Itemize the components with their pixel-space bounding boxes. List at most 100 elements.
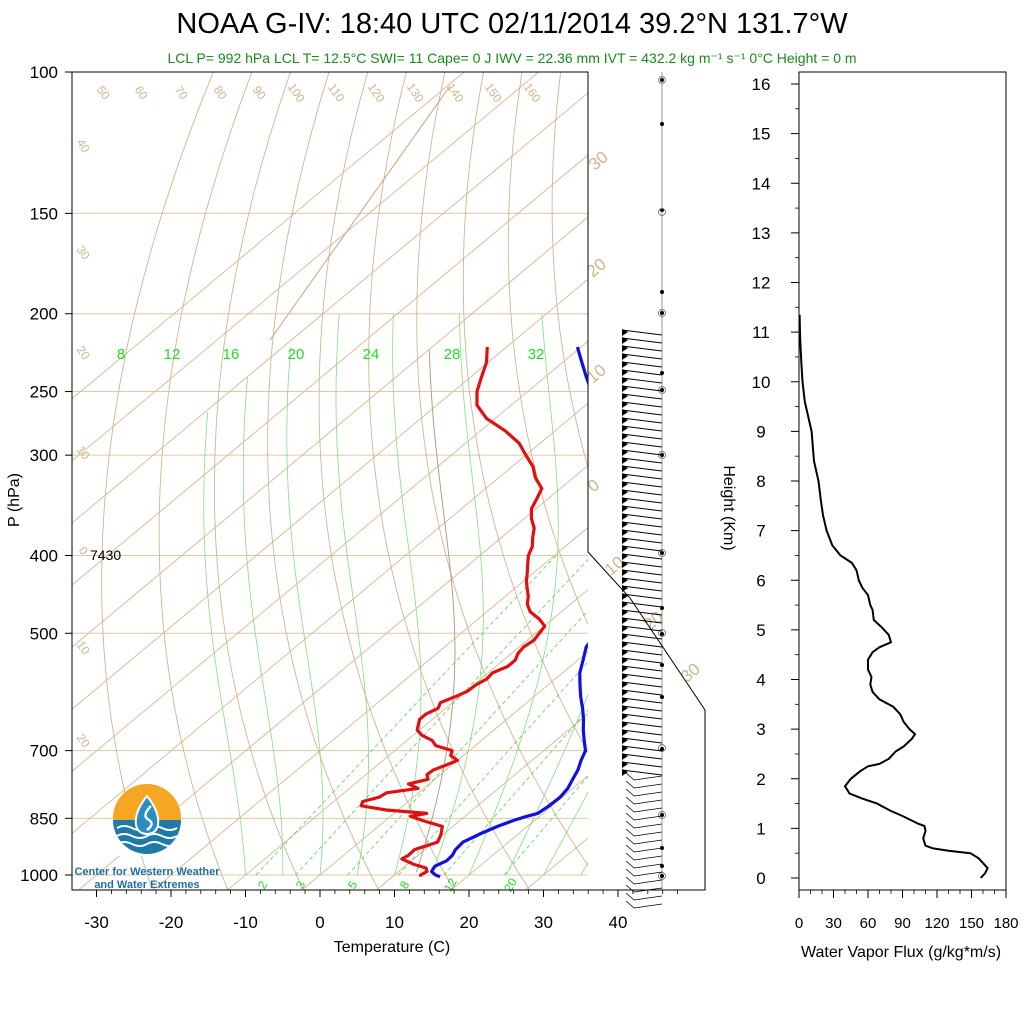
- wind-level-circle: [658, 549, 666, 557]
- mixing-ratio-line: [347, 610, 588, 876]
- wind-barb-shaft: [621, 633, 663, 640]
- wind-barb-pennant: [622, 393, 628, 400]
- logo-wave: [116, 833, 178, 839]
- wvf-y-tick-label: 12: [752, 274, 771, 293]
- isotherm-line: [301, 651, 588, 890]
- y-tick-label: 850: [30, 809, 58, 828]
- wind-barb-shaft: [621, 729, 663, 736]
- dry-adiabat-label: 150: [482, 80, 505, 105]
- dry-adiabat-label: 120: [365, 80, 388, 105]
- wind-barb-shaft: [621, 417, 663, 424]
- wind-barb-shaft: [621, 377, 663, 384]
- moist-adiabat-line: [392, 313, 422, 876]
- mixing-ratio-label: 3: [293, 878, 309, 891]
- wind-barb-shaft: [621, 337, 663, 344]
- dry-adiabat-label: 30: [74, 243, 93, 262]
- wind-barb-shaft: [621, 617, 663, 624]
- y-tick-label: 150: [30, 204, 58, 223]
- x-tick-label: -20: [159, 913, 184, 932]
- moist-adiabat-line: [335, 313, 369, 876]
- wind-barb-feather: [625, 892, 635, 901]
- wind-barb-shaft: [621, 713, 663, 720]
- lapse-reference-line: [269, 85, 451, 341]
- y-tick-label: 300: [30, 446, 58, 465]
- mixing-ratio-line: [443, 709, 588, 876]
- wind-barb-pennant: [622, 553, 628, 560]
- wind-barb-pennant: [622, 345, 628, 352]
- moist-adiabat-label: 20: [583, 254, 610, 281]
- moist-adiabat-line: [468, 313, 559, 876]
- mixing-ratio-label: 20: [501, 875, 520, 894]
- wind-barb-shaft: [621, 697, 663, 704]
- dry-adiabat-label: 130: [404, 80, 427, 105]
- wind-barb-pennant: [622, 705, 628, 712]
- y-tick-label: 100: [30, 63, 58, 82]
- wind-barb-pennant: [622, 361, 628, 368]
- wind-barb-feather: [625, 772, 635, 781]
- wind-level-dot: [660, 695, 664, 699]
- dry-adiabat-line: [636, 72, 985, 892]
- x-axis-label: Temperature (C): [334, 939, 450, 956]
- wvf-x-tick-label: 60: [860, 915, 877, 932]
- wind-barb-shaft: [621, 593, 663, 600]
- wind-barb-shaft: [621, 537, 663, 544]
- dry-adiabat-line: [318, 72, 455, 890]
- wvf-y-tick-label: 6: [756, 571, 765, 590]
- dry-adiabat-label: 140: [444, 80, 467, 105]
- wind-level-circle: [658, 76, 666, 84]
- wind-level-circle: [658, 629, 666, 637]
- wind-barb-column: [621, 72, 666, 909]
- dry-adiabat-label: 70: [172, 83, 191, 102]
- wind-barb-pennant: [622, 353, 628, 360]
- wind-barb-pennant: [622, 417, 628, 424]
- skew-t-background-labels: 50 60 70 80 90 100 110 120 130 140 150 160403020100…: [74, 80, 704, 894]
- wind-barb-feather: [625, 780, 635, 789]
- wind-barb-feather: [625, 860, 635, 869]
- wind-barb-shaft: [621, 665, 663, 672]
- wind-barb-shaft: [633, 799, 663, 805]
- x-tick-label: 30: [534, 913, 553, 932]
- wind-barb-shaft: [621, 577, 663, 584]
- wind-barb-shaft: [621, 433, 663, 440]
- wind-barb-shaft: [621, 401, 663, 408]
- dry-adiabat-line: [792, 72, 1024, 892]
- wvf-y-tick-label: 4: [756, 671, 765, 690]
- wind-barb-shaft: [621, 521, 663, 528]
- temperature-line: [429, 346, 588, 879]
- wind-barb-shaft: [621, 737, 663, 744]
- moist-adiabat-line: [431, 313, 484, 876]
- isotherm-line: [77, 464, 588, 890]
- x-tick-label: 0: [315, 913, 324, 932]
- wvf-x-tick-label: 90: [894, 915, 911, 932]
- x-tick-label: 20: [460, 913, 479, 932]
- wind-barb-pennant: [622, 689, 628, 696]
- wind-barb-pennant: [622, 441, 628, 448]
- skew-t-series: [359, 346, 588, 879]
- wind-level-circle: [658, 811, 666, 819]
- y-tick-label: 500: [30, 624, 58, 643]
- wind-barb-pennant: [622, 657, 628, 664]
- wind-barb-shaft: [621, 561, 663, 568]
- wind-barb-shaft: [621, 457, 663, 464]
- dry-adiabat-line: [947, 72, 1024, 892]
- wind-barb-shaft: [621, 553, 663, 560]
- wvf-x-tick-label: 30: [825, 915, 842, 932]
- parcel-path-line: [416, 350, 456, 873]
- wind-barb-feather: [625, 796, 635, 805]
- wind-barb-shaft: [621, 489, 663, 496]
- wvf-y-tick-label: 9: [756, 422, 765, 441]
- wind-barb-pennant: [622, 649, 628, 656]
- wind-barb-feather: [625, 820, 635, 829]
- wind-barb-shaft: [621, 745, 663, 752]
- dry-adiabat-label: 60: [132, 83, 151, 102]
- wind-barb-pennant: [622, 369, 628, 376]
- wind-barb-shaft: [633, 895, 663, 901]
- wind-barb-pennant: [622, 385, 628, 392]
- wind-barb-shaft: [633, 775, 663, 781]
- isotherm-line: [72, 72, 465, 400]
- isotherm-line: [72, 72, 539, 462]
- wind-barb-shaft: [621, 481, 663, 488]
- wind-barb-pennant: [622, 449, 628, 456]
